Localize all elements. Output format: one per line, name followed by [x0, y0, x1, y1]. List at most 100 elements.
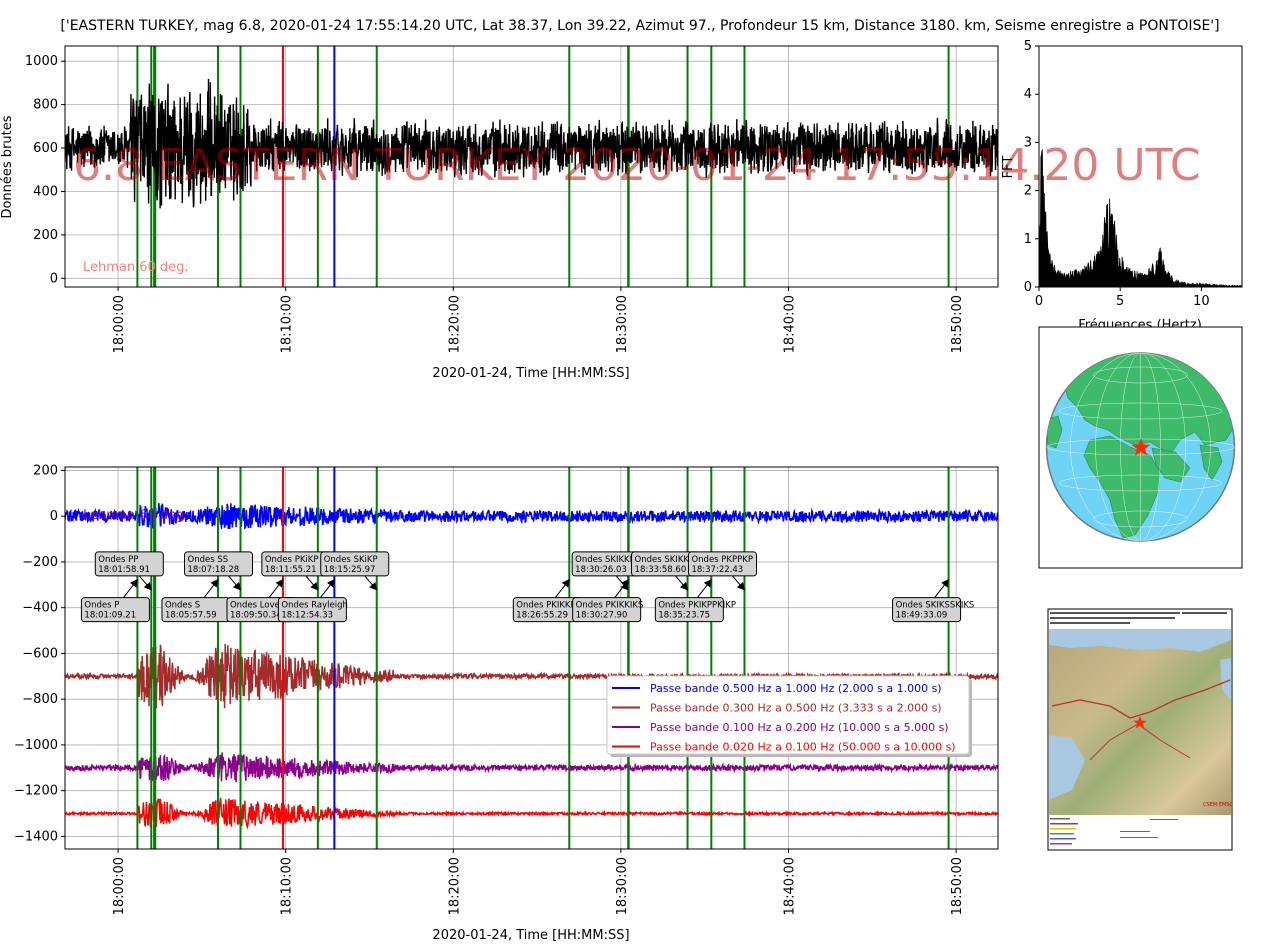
phase-annotation-time: 18:01:58.91: [98, 565, 150, 575]
fft-y-tick-label: 3: [1024, 135, 1032, 150]
filtered-x-tick-label: 18:30:00: [615, 857, 630, 915]
phase-annotation-arrow: [319, 578, 335, 598]
phase-annotation-arrow: [138, 575, 152, 591]
filtered-x-tick-label: 18:10:00: [280, 857, 295, 915]
filtered-y-tick-label: −600: [22, 646, 58, 661]
fft-y-tick-label: 5: [1024, 39, 1032, 54]
map-black-sea: [1049, 629, 1231, 652]
fft-x-tick-label: 5: [1116, 294, 1124, 309]
phase-annotation-box: [184, 551, 254, 577]
phase-annotation-time: 18:35:23.75: [658, 611, 710, 621]
phase-annotation-time: 18:09:50.34: [230, 611, 282, 621]
filtered-y-tick-label: 200: [33, 463, 58, 478]
fft-axes-frame: [1038, 45, 1243, 288]
map-logo: CSEM EMSC: [1203, 802, 1233, 808]
phase-annotation-arrow: [305, 575, 319, 591]
event-watermark: 6.8 EASTERN TURKEY 2020-01-24 17:55:14.2…: [73, 140, 1201, 191]
continent-americas: [1046, 415, 1063, 449]
phase-annotation-time: 18:15:25.97: [324, 565, 376, 575]
fft-y-tick-label: 1: [1024, 232, 1032, 247]
phase-annotation-box: [320, 551, 390, 577]
filtered-y-tick-label: −200: [22, 555, 58, 570]
phase-annotation-label: Ondes PP: [98, 555, 138, 565]
raw-x-tick-label: 18:40:00: [782, 295, 797, 353]
phase-annotation-arrow: [203, 578, 219, 598]
phase-annotation-arrow: [268, 578, 284, 598]
raw-y-tick-label: 600: [33, 141, 58, 156]
epicenter-star-map: [1133, 716, 1147, 729]
legend-entry: Passe bande 0.500 Hz a 1.000 Hz (2.000 s…: [650, 682, 942, 695]
phase-annotation-arrow: [554, 578, 570, 598]
phase-annotation-label: Ondes SKIKKIKP: [575, 555, 643, 565]
filtered-y-tick-label: 0: [50, 509, 58, 524]
raw-axis-ticks: 0 200 400 600 800 1000 18:00:00 18:10:00 18:20:0…: [25, 54, 965, 353]
continent-europe-asia: [1059, 353, 1235, 456]
phase-annotation-box: [572, 597, 642, 623]
raw-y-tick-label: 800: [33, 98, 58, 113]
phase-annotation-time: 18:26:55.29: [516, 611, 568, 621]
map-mediterranean: [1049, 735, 1085, 800]
filtered-y-tick-label: −800: [22, 692, 58, 707]
phase-annotation-arrow: [934, 578, 950, 598]
phase-annotation-time: 18:30:27.90: [576, 611, 628, 621]
lehman-annotation-raw: Lehman 60 deg.: [83, 260, 189, 275]
phase-annotation-arrow: [696, 578, 712, 598]
map-header-text: [1050, 612, 1227, 624]
regional-map: CSEM EMSC: [1047, 608, 1233, 851]
filtered-trace-0: [65, 503, 998, 530]
phase-annotation-time: 18:05:57.59: [165, 611, 217, 621]
phase-annotation-label: Ondes PKIKKIKS: [576, 601, 644, 611]
phase-annotation-box: [687, 551, 757, 577]
chart-legend: Passe bande 0.500 Hz a 1.000 Hz (2.000 s…: [606, 675, 972, 757]
phase-annotation-label: Ondes PKPPKP: [691, 555, 752, 565]
phase-annotation-arrow: [614, 578, 630, 598]
filtered-trace-2: [65, 752, 998, 783]
raw-x-tick-label: 18:50:00: [950, 295, 965, 353]
globe-map: [1038, 326, 1243, 569]
epicenter-star-globe: [1131, 438, 1151, 456]
phase-annotation-time: 18:37:22.43: [691, 565, 743, 575]
phase-annotation-box: [654, 597, 724, 623]
fft-x-tick-label: 0: [1035, 294, 1043, 309]
phase-annotation-time: 18:30:26.03: [575, 565, 627, 575]
phase-annotation-time: 18:33:58.60: [635, 565, 687, 575]
phase-annotation-label: Ondes PKIKPPKIKP: [658, 601, 736, 611]
phase-annotation-arrow: [364, 575, 378, 591]
raw-x-tick-label: 18:30:00: [615, 295, 630, 353]
phase-annotation-arrow: [732, 575, 746, 591]
globe-graticule: [1046, 353, 1235, 541]
raw-x-tick-label: 18:20:00: [447, 295, 462, 353]
continent-india: [1199, 444, 1223, 481]
legend-entry: Passe bande 0.300 Hz a 0.500 Hz (3.333 s…: [650, 702, 942, 715]
filtered-y-tick-label: −1200: [14, 784, 58, 799]
phase-annotation-box: [892, 597, 962, 623]
fft-y-axis-label: FFT: [1001, 156, 1016, 179]
raw-y-tick-label: 0: [50, 271, 58, 286]
fft-x-tick-label: 10: [1193, 294, 1210, 309]
fft-y-tick-label: 4: [1024, 87, 1032, 102]
figure-title: ['EASTERN TURKEY, mag 6.8, 2020-01-24 17…: [60, 18, 1219, 34]
phase-annotation-label: Ondes PKIKKIKP: [516, 601, 583, 611]
filtered-trace-3: [65, 797, 998, 830]
phase-annotation-box: [80, 597, 150, 623]
phase-annotation-label: Ondes Love: [230, 601, 280, 611]
phase-annotation-box: [277, 597, 347, 623]
raw-y-axis-label: Données brutes: [0, 115, 15, 218]
phase-annotation-label: Ondes SS: [188, 555, 229, 565]
fft-y-tick-label: 2: [1024, 184, 1032, 199]
raw-x-axis-label: 2020-01-24, Time [HH:MM:SS]: [432, 366, 629, 381]
phase-annotation-arrow: [228, 575, 242, 591]
globe-meridian: [1120, 353, 1161, 541]
phase-annotation-arrow: [675, 575, 689, 591]
phase-annotation-label: Ondes PKiKP: [265, 555, 319, 565]
fft-spectrum: [1039, 148, 1242, 287]
raw-y-tick-label: 400: [33, 184, 58, 199]
raw-seismogram-trace: [65, 78, 998, 209]
raw-x-tick-label: 18:00:00: [112, 295, 127, 353]
filtered-x-tick-label: 18:40:00: [782, 857, 797, 915]
filtered-axes-frame: [64, 466, 999, 850]
raw-axes-frame: [64, 45, 999, 288]
